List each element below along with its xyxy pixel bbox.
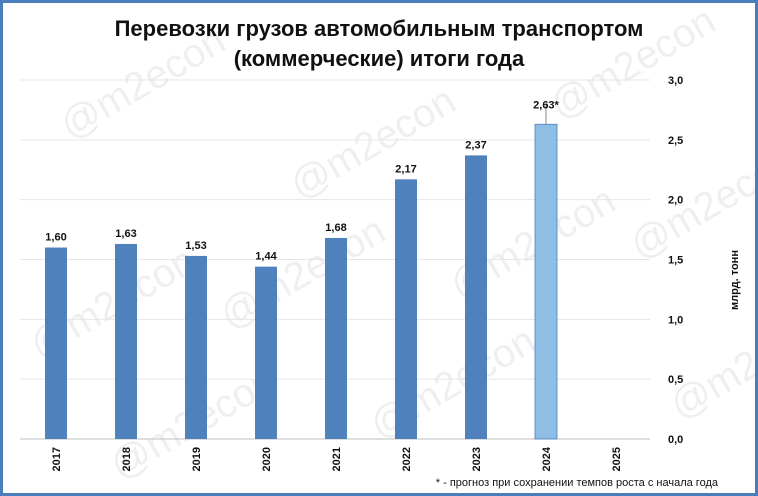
chart-title-line-2: (коммерческие) итоги года (234, 46, 525, 71)
data-label: 1,44 (255, 251, 277, 263)
y-tick-label: 3,0 (668, 75, 683, 87)
data-label: 1,68 (325, 222, 346, 234)
bar (465, 155, 487, 439)
bar (115, 243, 137, 439)
data-label: 1,63 (115, 228, 136, 240)
y-tick-label: 2,0 (668, 195, 683, 207)
bar (255, 266, 277, 439)
chart-title-line-1: Перевозки грузов автомобильным транспорт… (115, 16, 644, 41)
y-tick-label: 1,0 (668, 314, 683, 326)
x-tick-label: 2019 (191, 447, 203, 471)
bar (325, 237, 347, 439)
y-tick-label: 2,5 (668, 135, 683, 147)
x-tick-label: 2021 (331, 447, 343, 471)
y-axis-label: млрд. тонн (729, 250, 741, 310)
bar-forecast (534, 123, 558, 440)
bar (185, 255, 207, 439)
x-tick-label: 2023 (471, 447, 483, 471)
footnote: * - прогноз при сохранении темпов роста … (436, 477, 719, 489)
data-label: 2,37 (465, 139, 486, 151)
y-tick-label: 0,0 (668, 434, 683, 446)
y-tick-label: 0,5 (668, 374, 683, 386)
bar (395, 179, 417, 439)
x-tick-label: 2020 (261, 447, 273, 471)
watermark-text: @m2econ (213, 208, 393, 338)
watermark-text: @m2econ (283, 78, 463, 208)
x-tick-label: 2018 (121, 447, 133, 471)
data-label: 2,63* (533, 99, 559, 111)
x-tick-label: 2024 (541, 446, 553, 471)
watermark-text: @m2econ (363, 318, 543, 448)
x-tick-label: 2022 (401, 447, 413, 471)
data-label: 1,60 (45, 232, 66, 244)
watermark-text: @m2econ (623, 138, 758, 268)
x-tick-label: 2025 (611, 447, 623, 471)
data-label: 1,53 (185, 240, 206, 252)
data-label: 2,17 (395, 163, 416, 175)
y-tick-label: 1,5 (668, 255, 683, 267)
bar (45, 247, 67, 439)
x-tick-label: 2017 (51, 447, 63, 471)
